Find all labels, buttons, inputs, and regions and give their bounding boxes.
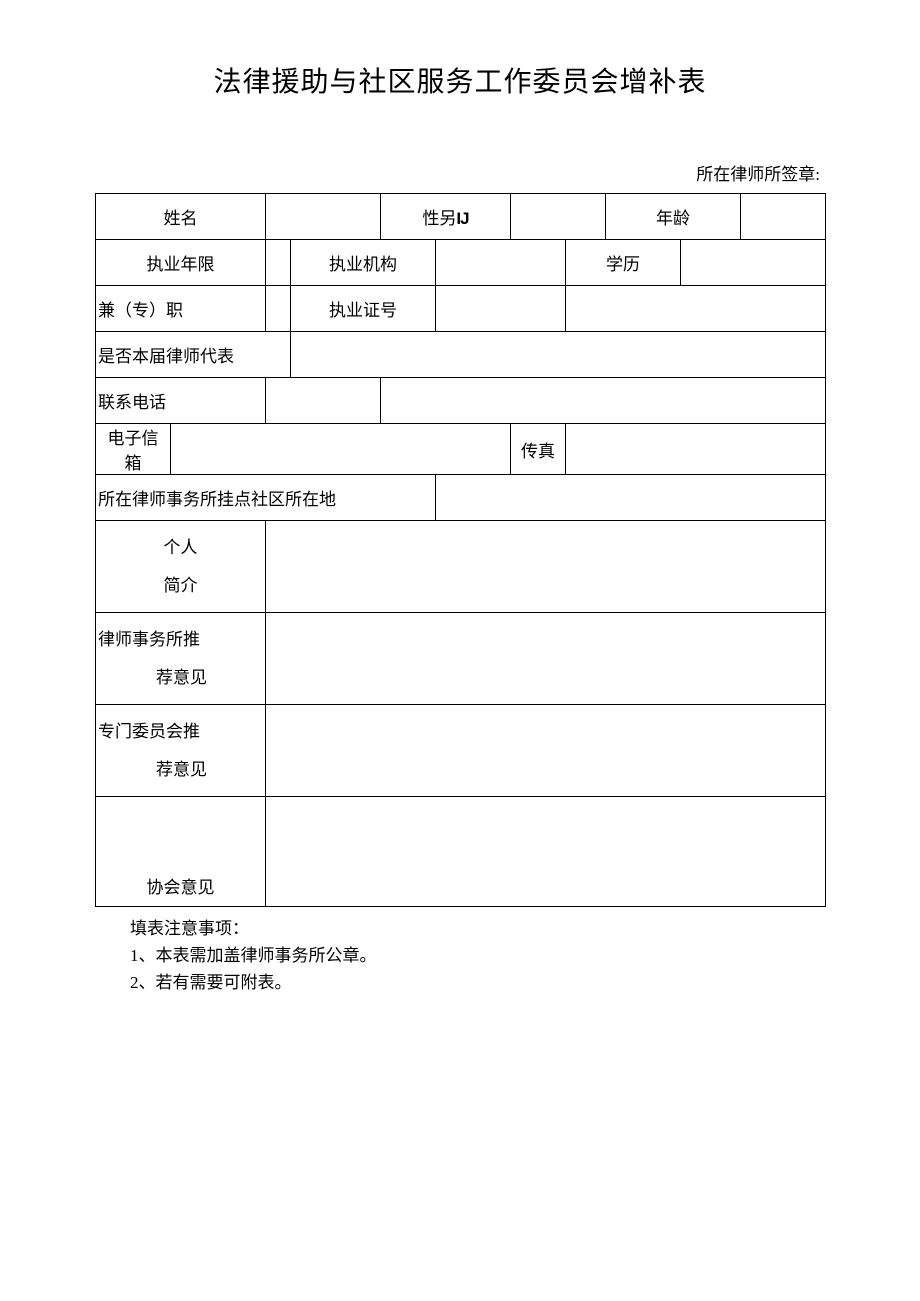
label-education: 学历 [566, 240, 681, 286]
value-personal-intro [266, 521, 826, 613]
value-license-no [436, 286, 566, 332]
label-practice-years: 执业年限 [96, 240, 266, 286]
label-age: 年龄 [606, 194, 741, 240]
label-name: 姓名 [96, 194, 266, 240]
value-license-no-2 [566, 286, 826, 332]
value-community-location [436, 475, 826, 521]
label-assoc-opinion: 协会意见 [96, 797, 266, 907]
label-fax: 传真 [511, 424, 566, 475]
label-is-rep: 是否本届律师代表 [96, 332, 291, 378]
value-practice-years [266, 240, 291, 286]
value-education [681, 240, 826, 286]
notes-header: 填表注意事项： [130, 915, 825, 942]
label-firm-rec: 律师事务所推 荐意见 [96, 613, 266, 705]
value-is-rep [291, 332, 826, 378]
value-email [171, 424, 511, 475]
form-title: 法律援助与社区服务工作委员会增补表 [95, 60, 825, 100]
value-name [266, 194, 381, 240]
label-email: 电子信箱 [96, 424, 171, 475]
value-fax [566, 424, 826, 475]
value-age [741, 194, 826, 240]
label-gender: 性另IJ [381, 194, 511, 240]
label-practice-org: 执业机构 [291, 240, 436, 286]
label-part-full-time: 兼（专）职 [96, 286, 266, 332]
form-table: 姓名 性另IJ 年龄 执业年限 执业机构 学历 兼（专）职 执业证号 是否本届律… [95, 193, 826, 907]
value-gender [511, 194, 606, 240]
value-phone-2 [381, 378, 826, 424]
label-committee-rec: 专门委员会推 荐意见 [96, 705, 266, 797]
value-practice-org [436, 240, 566, 286]
value-phone [266, 378, 381, 424]
notes-item-1: 1、本表需加盖律师事务所公章。 [130, 942, 825, 969]
value-committee-rec [266, 705, 826, 797]
value-firm-rec [266, 613, 826, 705]
value-assoc-opinion [266, 797, 826, 907]
label-personal-intro: 个人 简介 [96, 521, 266, 613]
label-community-location: 所在律师事务所挂点社区所在地 [96, 475, 436, 521]
notes-item-2: 2、若有需要可附表。 [130, 969, 825, 996]
label-phone: 联系电话 [96, 378, 266, 424]
label-license-no: 执业证号 [291, 286, 436, 332]
notes-section: 填表注意事项： 1、本表需加盖律师事务所公章。 2、若有需要可附表。 [95, 907, 825, 997]
value-part-full-time [266, 286, 291, 332]
signature-label: 所在律师所签章: [95, 160, 825, 185]
